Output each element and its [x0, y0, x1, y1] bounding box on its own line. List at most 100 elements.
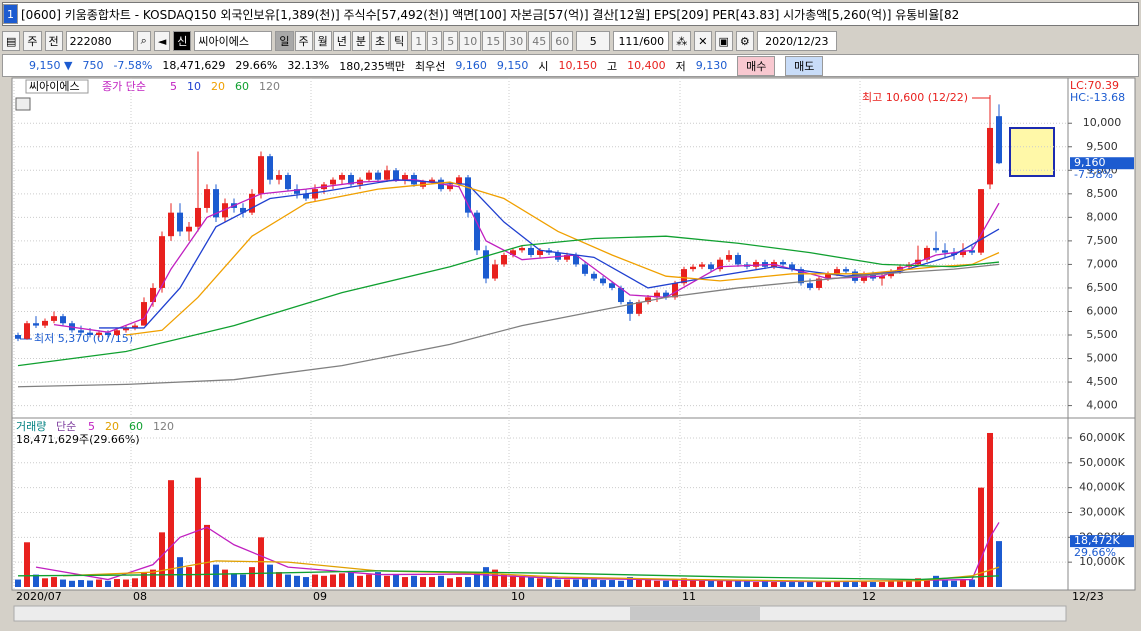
volume-bar	[168, 480, 174, 587]
period-button[interactable]: 틱	[390, 31, 409, 51]
tool-button[interactable]: ⚙	[735, 31, 754, 51]
interval-button[interactable]: 45	[528, 31, 551, 51]
volume: 18,471,629	[162, 59, 226, 72]
count-input[interactable]: 111/600	[613, 31, 670, 51]
sound-button[interactable]: ◄	[153, 31, 171, 51]
candle-body	[15, 335, 21, 339]
candle-body	[537, 250, 543, 255]
ask: 9,160	[455, 59, 487, 72]
candle-body	[942, 250, 948, 253]
candle-body	[141, 302, 147, 326]
candle-body	[375, 172, 381, 180]
candle-body	[933, 247, 939, 251]
candle-body	[132, 325, 138, 328]
volume-bar	[852, 582, 858, 587]
candle-body	[807, 283, 813, 288]
volume-bar	[366, 574, 372, 587]
tool-button[interactable]: ✕	[694, 31, 712, 51]
code-input[interactable]: 222080	[65, 31, 134, 51]
search-button[interactable]: ⌕	[136, 31, 151, 51]
period-button[interactable]: 일	[275, 31, 294, 51]
interval-button[interactable]: 60	[551, 31, 574, 51]
volume-ma-line	[35, 522, 1000, 583]
bid: 9,150	[496, 59, 529, 72]
current-price-box	[1070, 157, 1134, 170]
volume-bar	[690, 579, 696, 587]
candle-body	[285, 175, 291, 190]
candle-body	[168, 212, 174, 237]
volume-bar	[339, 573, 345, 587]
volume-bar	[348, 572, 354, 587]
volume-bar	[636, 578, 642, 587]
all-button[interactable]: 전	[44, 31, 63, 51]
candle-body	[987, 127, 993, 185]
menu-button[interactable]: ▤	[2, 31, 21, 51]
volume-bar	[123, 579, 129, 587]
volume-bar	[51, 577, 57, 587]
candle-body	[780, 262, 786, 265]
interval-button[interactable]: 1	[411, 31, 427, 51]
x-tick-label: 11	[682, 590, 696, 603]
candle-body	[519, 247, 525, 251]
volume-bar	[978, 487, 984, 587]
period-button[interactable]: 월	[313, 31, 332, 51]
legend-entry: 120	[259, 80, 280, 93]
interval-button[interactable]: 10	[459, 31, 482, 51]
volume-bar	[555, 579, 561, 587]
interval-button[interactable]: 5	[443, 31, 459, 51]
interval-button[interactable]: 30	[505, 31, 528, 51]
volume-bar	[78, 580, 84, 587]
candle-body	[195, 207, 201, 227]
buy-button[interactable]: 매수	[737, 55, 776, 76]
volume-bar	[132, 578, 138, 587]
candle-body	[753, 262, 759, 267]
candle-body	[600, 278, 606, 284]
period-button[interactable]: 년	[332, 31, 351, 51]
candle-body	[717, 259, 723, 270]
y-tick-label: 5,500	[1086, 328, 1118, 341]
volume-bar	[906, 580, 912, 587]
volume-bar	[537, 578, 543, 587]
y-tick-label: 4,500	[1086, 375, 1118, 388]
period-button[interactable]: 분	[351, 31, 371, 51]
tool-button[interactable]: ⁂	[672, 31, 692, 51]
candle-body	[33, 323, 39, 326]
volume-bar	[744, 581, 750, 587]
period-button[interactable]: 초	[371, 31, 390, 51]
candle-body	[969, 250, 975, 253]
volume-bar	[771, 582, 777, 587]
volume-bar	[942, 579, 948, 587]
volume-bar	[816, 581, 822, 587]
candle-body	[330, 179, 336, 185]
candle-body	[303, 193, 309, 199]
candle-body	[159, 236, 165, 288]
volume-bar	[105, 580, 111, 587]
candle-body	[663, 292, 669, 298]
date-input[interactable]: 2020/12/23	[756, 31, 837, 51]
interval-button[interactable]: 3	[427, 31, 443, 51]
x-tick-label: 2020/07	[16, 590, 62, 603]
interval-button[interactable]: 15	[482, 31, 505, 51]
tool-button[interactable]: ▣	[714, 31, 733, 51]
sell-button[interactable]: 매도	[785, 55, 824, 76]
candle-body	[618, 287, 624, 303]
period-button[interactable]: 주	[294, 31, 313, 51]
y-tick-label: 60,000K	[1079, 431, 1125, 444]
volume-bar	[627, 577, 633, 587]
volume-bar	[717, 580, 723, 587]
volume-bar	[420, 577, 426, 587]
candle-body	[996, 116, 1002, 164]
scrollbar[interactable]	[13, 605, 1067, 622]
volume-bar	[834, 582, 840, 587]
candle-body	[186, 226, 192, 232]
volume-bar	[195, 477, 201, 587]
candle-body	[690, 266, 696, 270]
x-tick-label: 08	[133, 590, 147, 603]
scroll-thumb[interactable]	[630, 607, 760, 620]
low: 9,130	[695, 59, 728, 72]
unit-select[interactable]: 주	[23, 31, 42, 51]
interval-select[interactable]: 5	[576, 31, 611, 51]
candle-body	[177, 212, 183, 232]
legend-entry: 120	[153, 420, 174, 433]
